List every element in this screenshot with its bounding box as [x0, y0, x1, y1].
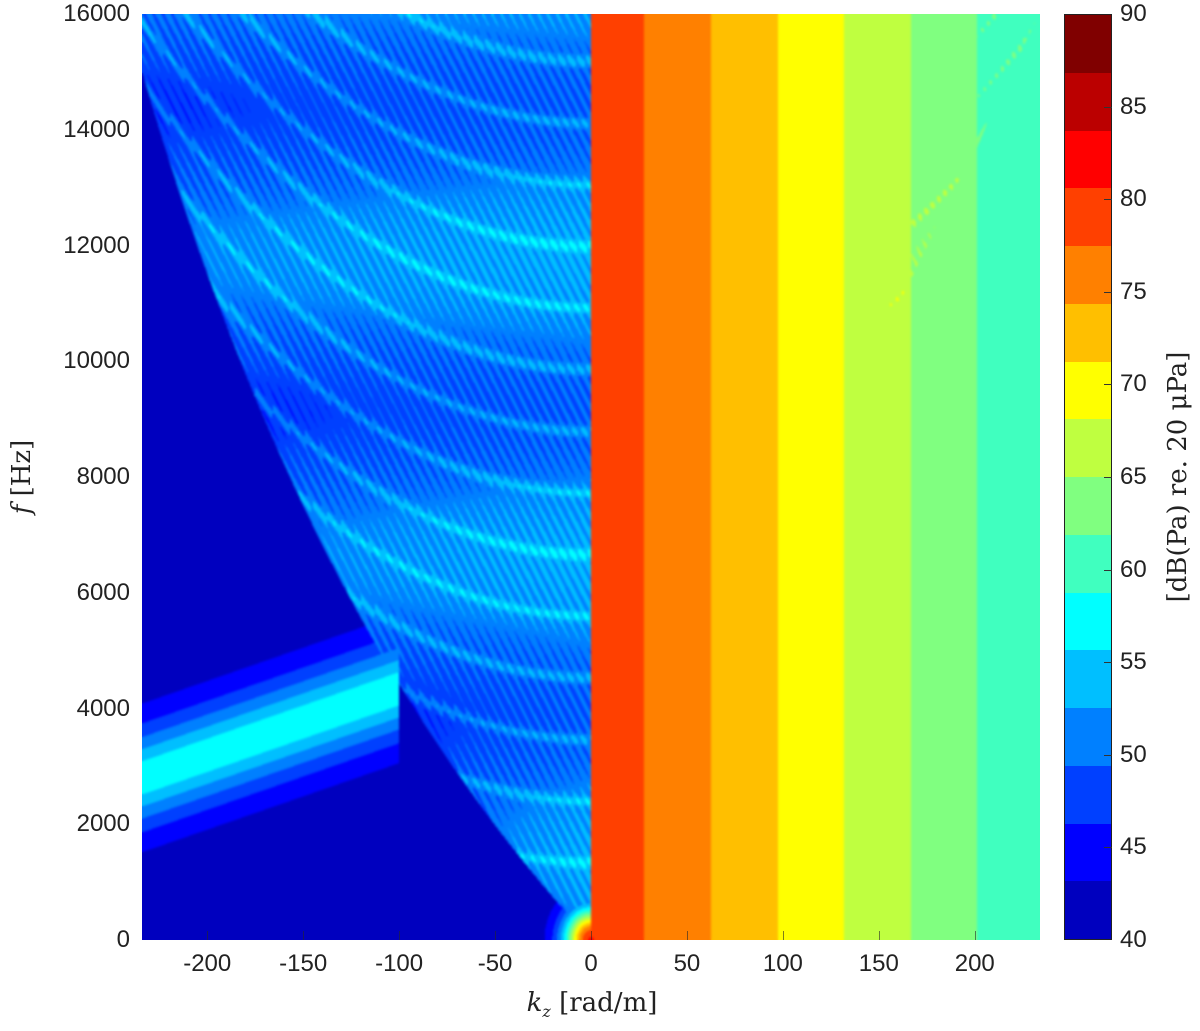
colorbar-level: [1065, 879, 1111, 939]
colorbar-tick-mark: [1104, 291, 1112, 293]
colorbar-tick-label: 45: [1120, 833, 1147, 861]
y-tick-label: 8000: [76, 463, 130, 490]
x-tick-label: 100: [762, 950, 803, 977]
y-axis-symbol: f: [7, 504, 37, 515]
x-tick-label: 200: [954, 950, 995, 977]
spectrum-heatmap: [142, 14, 1040, 940]
colorbar-tick-label: 80: [1120, 185, 1147, 213]
x-tick-label: 50: [673, 950, 701, 977]
colorbar-level: [1065, 706, 1111, 766]
x-tick-mark: [399, 931, 401, 940]
colorbar-tick-label: 85: [1120, 92, 1147, 120]
y-axis-label: f [Hz]: [7, 440, 37, 515]
x-axis-symbol: k: [526, 988, 543, 1018]
colorbar-label: [dB(Pa) re. 20 μPa]: [1163, 351, 1193, 603]
colorbar-level: [1065, 301, 1111, 362]
y-tick-label: 10000: [63, 347, 130, 375]
colorbar: [1064, 14, 1112, 940]
colorbar-tick-label: 75: [1120, 277, 1147, 305]
colorbar-level: [1065, 763, 1111, 824]
colorbar-level: [1065, 417, 1111, 477]
x-tick-mark: [303, 931, 305, 940]
x-axis-subscript: z: [542, 1002, 551, 1022]
x-tick-label: -100: [375, 950, 424, 977]
colorbar-level: [1065, 186, 1111, 246]
colorbar-level: [1065, 244, 1111, 304]
colorbar-tick-mark: [1104, 106, 1112, 108]
x-tick-label: -50: [477, 950, 513, 977]
colorbar-tick-mark: [1104, 662, 1112, 664]
colorbar-level: [1065, 475, 1111, 535]
x-tick-mark: [207, 931, 209, 940]
x-tick-mark: [782, 931, 784, 940]
x-tick-mark: [591, 931, 592, 940]
colorbar-tick-label: 50: [1120, 740, 1147, 768]
colorbar-tick-mark: [1104, 754, 1112, 756]
x-tick-mark: [686, 931, 688, 940]
x-tick-mark: [495, 931, 497, 940]
y-tick-label: 12000: [63, 231, 130, 259]
colorbar-level: [1065, 128, 1111, 189]
colorbar-tick-label: 90: [1120, 0, 1147, 27]
colorbar-tick-mark: [1104, 847, 1112, 849]
x-axis-label: kz [rad/m]: [527, 988, 658, 1021]
y-tick-label: 2000: [76, 810, 130, 838]
colorbar-level: [1065, 821, 1111, 882]
colorbar-tick-label: 55: [1120, 648, 1147, 676]
colorbar-tick-mark: [1104, 477, 1112, 478]
x-tick-label: 150: [858, 950, 899, 977]
y-tick-label: 16000: [63, 0, 130, 27]
colorbar-tick-label: 60: [1120, 555, 1147, 583]
x-tick-label: -150: [279, 950, 328, 977]
colorbar-tick-mark: [1104, 384, 1112, 386]
colorbar-level: [1065, 590, 1111, 651]
colorbar-level: [1065, 70, 1111, 131]
x-axis-unit: [rad/m]: [559, 988, 658, 1018]
colorbar-level: [1065, 532, 1111, 593]
colorbar-tick-label: 40: [1120, 926, 1147, 953]
colorbar-level: [1065, 15, 1111, 73]
colorbar-tick-mark: [1104, 569, 1112, 571]
y-axis-unit: [Hz]: [7, 439, 37, 497]
y-tick-label: 0: [116, 926, 130, 953]
y-tick-label: 14000: [63, 115, 130, 143]
colorbar-level: [1065, 359, 1111, 420]
y-tick-label: 4000: [76, 694, 130, 722]
x-tick-mark: [974, 931, 976, 940]
colorbar-level: [1065, 648, 1111, 708]
colorbar-tick-mark: [1104, 199, 1112, 201]
x-tick-mark: [878, 931, 880, 940]
x-tick-label: -200: [183, 950, 232, 977]
y-tick-label: 6000: [76, 578, 130, 606]
colorbar-tick-label: 70: [1120, 370, 1147, 398]
x-tick-label: 0: [584, 950, 598, 977]
colorbar-tick-label: 65: [1120, 463, 1147, 490]
